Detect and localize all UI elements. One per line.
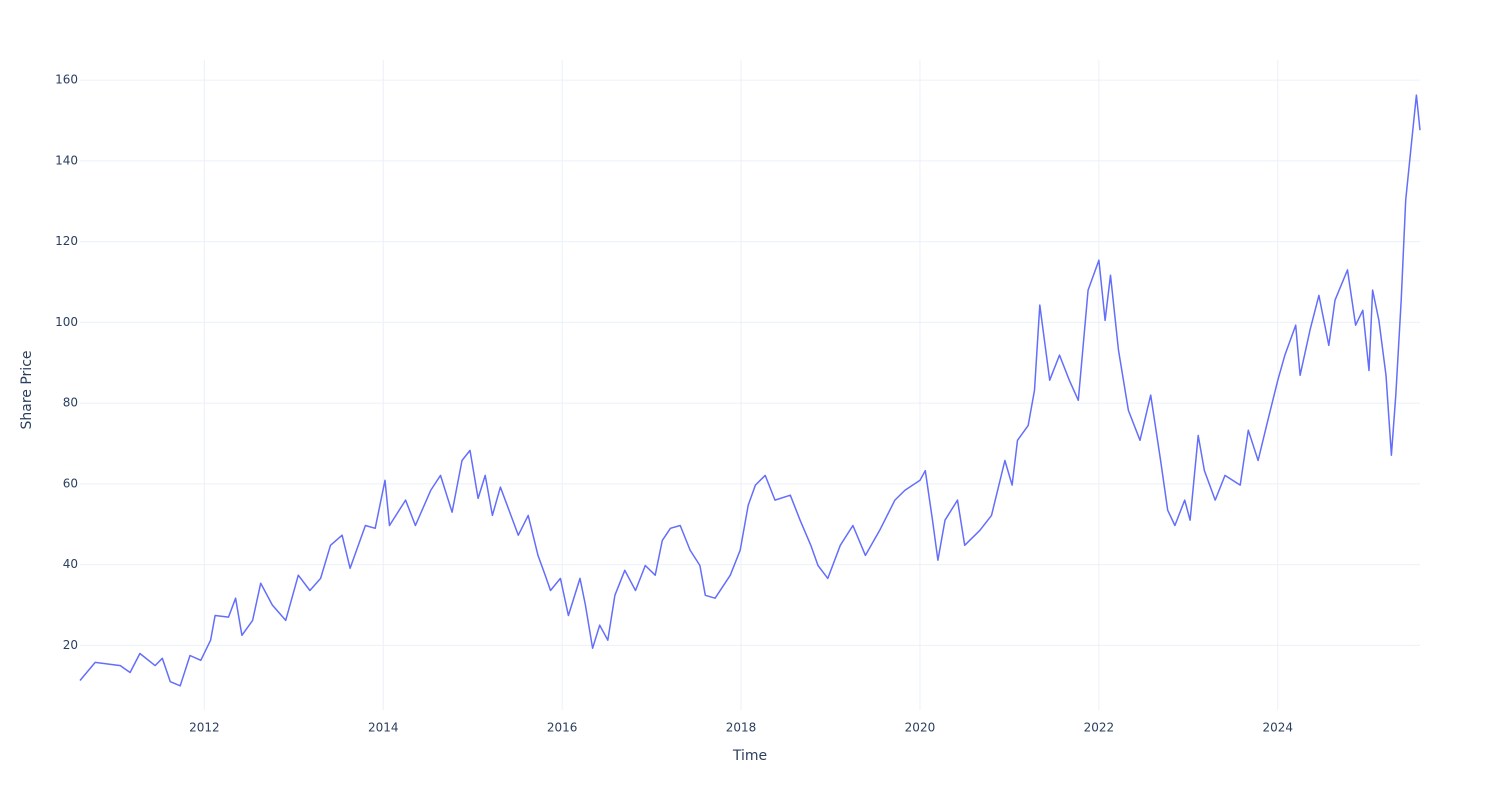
x-tick-label: 2012 bbox=[189, 721, 220, 735]
y-tick-label: 40 bbox=[63, 557, 78, 571]
x-tick-label: 2016 bbox=[547, 721, 578, 735]
y-axis-title: Share Price bbox=[19, 350, 35, 429]
y-tick-label: 120 bbox=[55, 234, 78, 248]
x-tick-label: 2020 bbox=[905, 721, 936, 735]
price-line bbox=[79, 94, 1421, 687]
y-tick-label: 20 bbox=[63, 638, 78, 652]
y-tick-label: 100 bbox=[55, 315, 78, 329]
y-tick-label: 60 bbox=[63, 476, 78, 490]
y-tick-label: 160 bbox=[55, 73, 78, 87]
y-tick-label: 80 bbox=[63, 396, 78, 410]
x-tick-label: 2014 bbox=[368, 721, 399, 735]
y-tick-label: 140 bbox=[55, 153, 78, 167]
x-axis-title: Time bbox=[732, 748, 767, 764]
x-tick-label: 2024 bbox=[1262, 721, 1293, 735]
x-tick-label: 2018 bbox=[726, 721, 757, 735]
x-tick-label: 2022 bbox=[1084, 721, 1115, 735]
